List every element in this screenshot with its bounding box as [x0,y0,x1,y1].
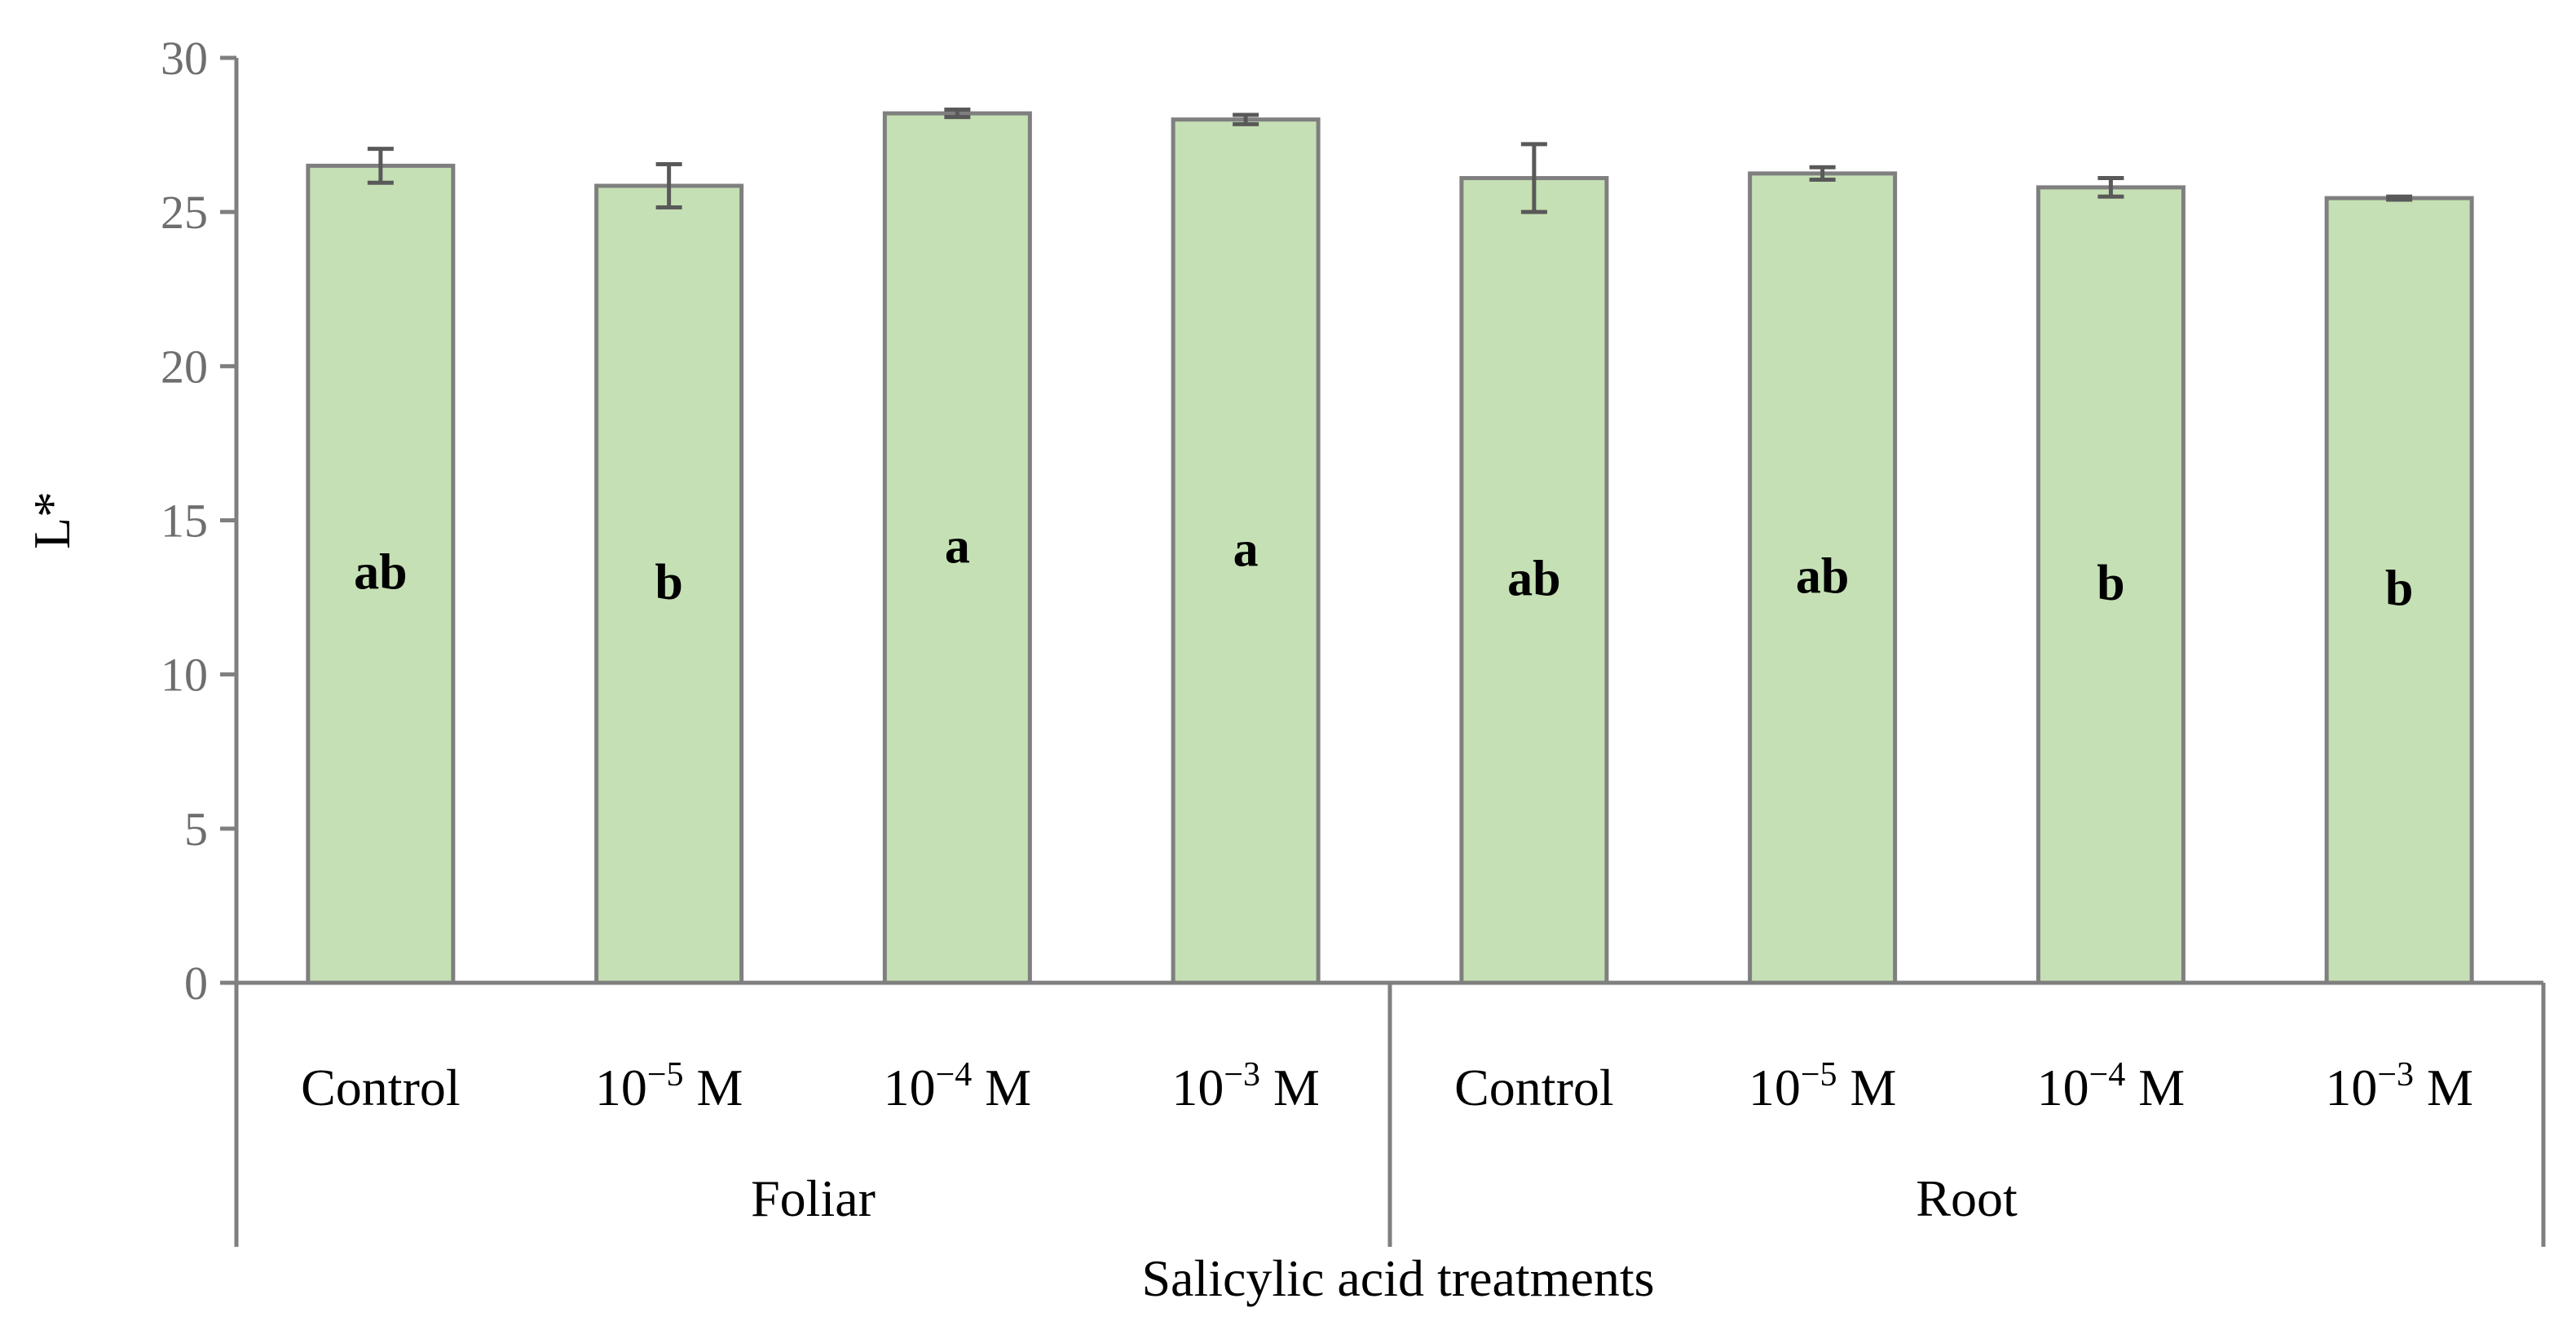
bar [594,183,744,985]
category-label: 10−3 M [2325,1056,2473,1116]
significance-label: b [2385,561,2413,617]
significance-label: ab [1507,551,1560,606]
category-label: Control [301,1059,461,1116]
bar [2324,196,2474,985]
bar [2036,185,2186,985]
bars [306,108,2474,985]
error-bar [944,108,971,120]
x-axis-title: Salicylic acid treatments [1141,1249,1654,1307]
category-label: 10−5 M [595,1056,743,1116]
error-bar [367,147,394,185]
category-label: 10−3 M [1171,1056,1320,1116]
significance-label: a [945,519,970,575]
labels: 0 5 10 15 20 25 30 ab Control b 10−5 M a 10−4 M a 10−3… [23,32,2473,1307]
y-tick-label: 5 [184,803,208,856]
bar [1459,176,1609,985]
error-bar [1233,112,1259,126]
significance-label: ab [354,545,407,601]
y-axis-title: L* [23,491,81,549]
significance-label: b [655,555,682,610]
axes [220,55,2546,1247]
category-label: Control [1454,1059,1614,1116]
significance-label: ab [1796,548,1849,604]
y-tick-label: 0 [184,957,208,1010]
error-bar [2386,194,2413,202]
error-bar [1809,165,1836,182]
significance-label: b [2097,556,2124,611]
y-tick-label: 20 [161,340,208,393]
significance-label: a [1233,522,1259,577]
group-label: Root [1916,1169,2018,1227]
bar [1748,171,1898,985]
y-tick-label: 25 [161,186,208,239]
error-bar [2097,176,2124,199]
y-tick-label: 30 [161,32,208,85]
group-label: Foliar [751,1169,876,1227]
y-tick-label: 10 [161,649,208,702]
error-bar [655,162,682,209]
category-label: 10−4 M [884,1056,1032,1116]
category-label: 10−4 M [2037,1056,2186,1116]
bar [306,163,456,985]
y-tick-label: 15 [161,495,208,548]
error-bar [1520,142,1547,214]
category-label: 10−5 M [1749,1056,1897,1116]
